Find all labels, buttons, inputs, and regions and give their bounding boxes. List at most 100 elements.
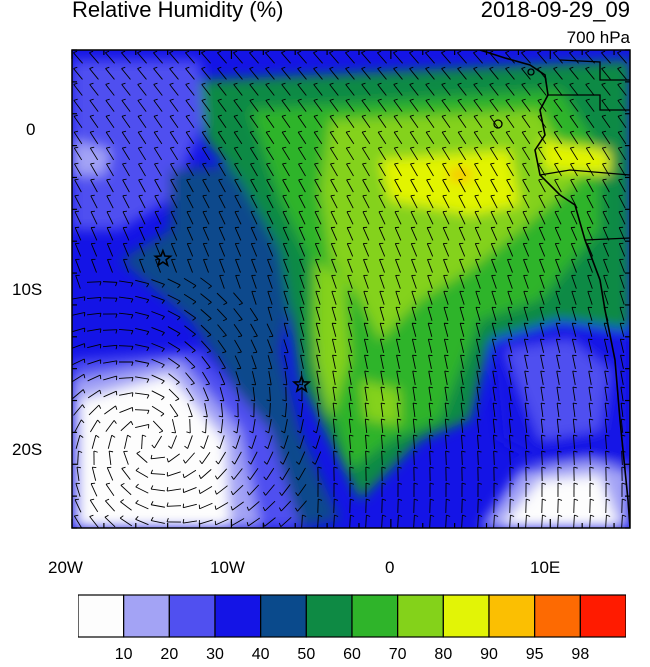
wind-barb (141, 434, 147, 450)
wind-barb (586, 178, 594, 193)
wind-barb (557, 482, 562, 498)
wind-barb (153, 50, 163, 64)
star-marker-2 (291, 374, 312, 393)
wind-barb (119, 280, 134, 287)
wind-barb (569, 98, 579, 112)
wind-barb (138, 162, 146, 177)
wind-barb (217, 50, 227, 64)
wind-barb (185, 114, 195, 128)
wind-barb (333, 514, 339, 528)
wind-barb (91, 258, 97, 273)
wind-barb (154, 194, 162, 209)
wind-barb (380, 386, 385, 401)
wind-barb (283, 339, 289, 354)
wind-barb (329, 82, 339, 96)
wind-barb (298, 386, 303, 402)
wind-barb (506, 210, 514, 225)
wind-barb (490, 162, 498, 177)
wind-barb (166, 517, 182, 523)
wind-barb (537, 50, 547, 64)
wind-barb (493, 466, 498, 482)
wind-barb (76, 466, 82, 481)
wind-barb (570, 242, 578, 257)
wind-barb (491, 274, 497, 289)
wind-barb (377, 146, 387, 161)
wind-barb (589, 466, 594, 482)
wind-barb (215, 451, 227, 465)
wind-barb (603, 274, 609, 289)
wind-barb (87, 343, 102, 349)
x-tick-label-10w: 10W (210, 558, 245, 577)
wind-barb (313, 130, 323, 145)
wind-barb (135, 360, 150, 368)
wind-barb (507, 274, 513, 289)
wind-barb (169, 114, 179, 128)
wind-barb (507, 290, 513, 305)
wind-barb (218, 178, 226, 193)
wind-barb (553, 146, 563, 161)
wind-barb (317, 514, 323, 528)
wind-barb (509, 482, 514, 498)
wind-barb (134, 392, 150, 399)
wind-barb (541, 434, 546, 450)
wind-barb (476, 402, 482, 417)
wind-barb (395, 306, 401, 321)
wind-barb (235, 258, 241, 273)
wind-barb (281, 402, 288, 418)
wind-barb (524, 370, 529, 385)
wind-barb (541, 450, 546, 466)
star-marker-1 (153, 248, 173, 268)
wind-barb (168, 388, 180, 402)
wind-barb (89, 66, 99, 80)
wind-barb (169, 146, 179, 161)
wind-barb (266, 162, 274, 177)
wind-barb (605, 466, 610, 482)
wind-barb (346, 178, 354, 193)
wind-barb (443, 306, 449, 321)
wind-barb (601, 66, 611, 80)
wind-barb (135, 483, 149, 494)
wind-barb (281, 66, 291, 80)
wind-barb (74, 226, 82, 241)
wind-barb (557, 514, 563, 528)
wind-barb (587, 338, 593, 353)
wind-barb (202, 194, 210, 209)
wind-barb (87, 328, 102, 333)
wind-barb (410, 178, 418, 193)
wind-barb (121, 146, 131, 161)
wind-barb (425, 50, 435, 64)
wind-barb (586, 242, 594, 257)
datetime-label: 2018-09-29_09 (480, 0, 630, 22)
wind-barb (91, 466, 97, 481)
wind-barb (122, 242, 130, 257)
wind-barb (74, 178, 82, 193)
wind-barb (314, 210, 322, 225)
wind-barb (346, 210, 354, 225)
wind-barb (137, 130, 147, 145)
wind-barb (249, 146, 259, 161)
wind-barb (234, 162, 242, 177)
wind-barb (474, 242, 482, 257)
wind-barb (121, 66, 131, 80)
wind-barb (280, 419, 288, 434)
wind-barb (295, 500, 307, 512)
wind-barb (108, 450, 114, 466)
wind-barb (507, 258, 513, 273)
wind-barb (396, 386, 401, 401)
wind-barb (345, 130, 355, 145)
wind-barb (265, 146, 275, 161)
wind-barb (216, 435, 225, 449)
wind-barb (72, 389, 86, 399)
colorbar-swatch (351, 594, 399, 638)
wind-barb (106, 162, 114, 177)
wind-barb (618, 194, 626, 209)
wind-barb (587, 306, 593, 321)
wind-barb (395, 322, 401, 337)
wind-barb (281, 82, 291, 96)
wind-barb (489, 82, 499, 96)
wind-barb (154, 210, 162, 225)
wind-barb (458, 178, 466, 193)
wind-barb (365, 498, 371, 514)
wind-barb (296, 435, 305, 450)
wind-barb (362, 194, 370, 209)
